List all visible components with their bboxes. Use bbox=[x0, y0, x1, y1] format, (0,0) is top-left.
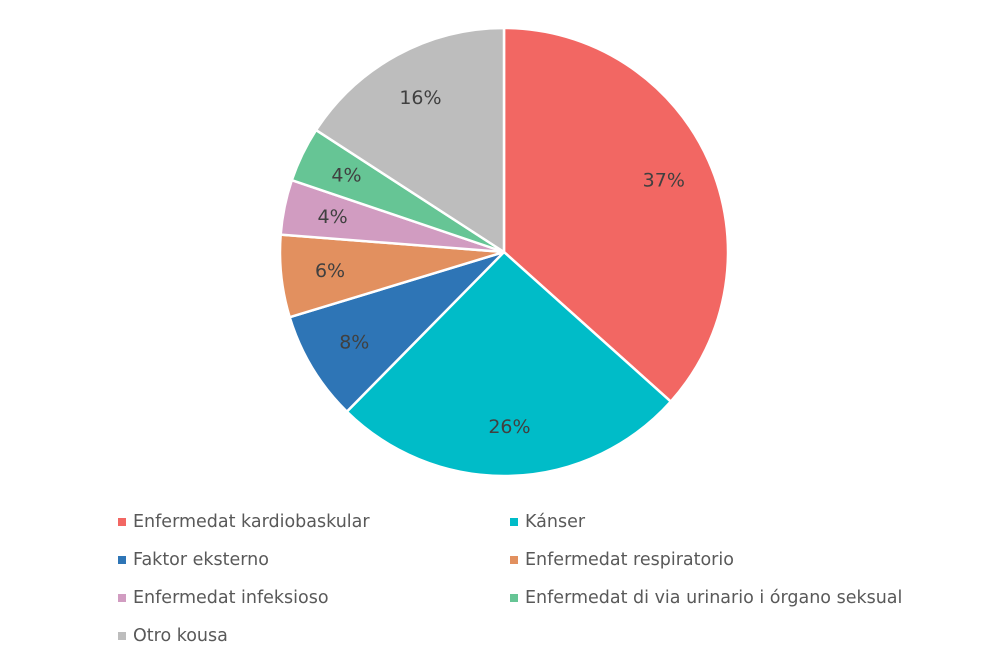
legend-swatch bbox=[118, 555, 126, 564]
legend-label: Kánser bbox=[525, 511, 586, 532]
legend-item-0: Enfermedat kardiobaskular bbox=[118, 510, 510, 533]
legend-swatch bbox=[510, 517, 518, 526]
slice-data-label-2: 8% bbox=[339, 332, 369, 354]
pie-slices bbox=[278, 26, 730, 478]
pie-slice-1 bbox=[345, 250, 673, 478]
pie-data-labels: 37% 26% 8% 6% 4% 4% 16% bbox=[315, 87, 685, 438]
slice-data-label-5: 4% bbox=[331, 165, 361, 187]
legend-label: Enfermedat di via urinario i órgano seks… bbox=[525, 587, 903, 608]
legend-item-6: Otro kousa bbox=[118, 624, 510, 647]
legend-item-4: Enfermedat infeksioso bbox=[118, 586, 510, 609]
pie-chart: 37% 26% 8% 6% 4% 4% 16% bbox=[278, 26, 730, 478]
legend-item-1: Kánser bbox=[510, 510, 970, 533]
pie-slice-0 bbox=[502, 26, 730, 403]
legend-swatch bbox=[510, 555, 518, 564]
legend-item-5: Enfermedat di via urinario i órgano seks… bbox=[510, 586, 970, 609]
legend-label: Otro kousa bbox=[133, 625, 228, 646]
chart-legend: Enfermedat kardiobaskular Kánser Faktor ek… bbox=[118, 510, 978, 647]
legend-label: Enfermedat respiratorio bbox=[525, 549, 734, 570]
legend-label: Enfermedat kardiobaskular bbox=[133, 511, 370, 532]
slice-data-label-6: 16% bbox=[399, 87, 441, 109]
legend-item-3: Enfermedat respiratorio bbox=[510, 548, 970, 571]
legend-swatch bbox=[118, 631, 126, 640]
pie-slice-6 bbox=[314, 26, 506, 254]
legend-label: Faktor eksterno bbox=[133, 549, 269, 570]
slice-data-label-0: 37% bbox=[643, 170, 685, 192]
slice-data-label-4: 4% bbox=[317, 206, 347, 228]
legend-swatch bbox=[118, 593, 126, 602]
legend-swatch bbox=[510, 593, 518, 602]
pie-slice-2 bbox=[288, 250, 506, 413]
slice-data-label-1: 26% bbox=[488, 416, 530, 438]
legend-label: Enfermedat infeksioso bbox=[133, 587, 329, 608]
legend-swatch bbox=[118, 517, 126, 526]
slice-data-label-3: 6% bbox=[315, 260, 345, 282]
legend-item-2: Faktor eksterno bbox=[118, 548, 510, 571]
